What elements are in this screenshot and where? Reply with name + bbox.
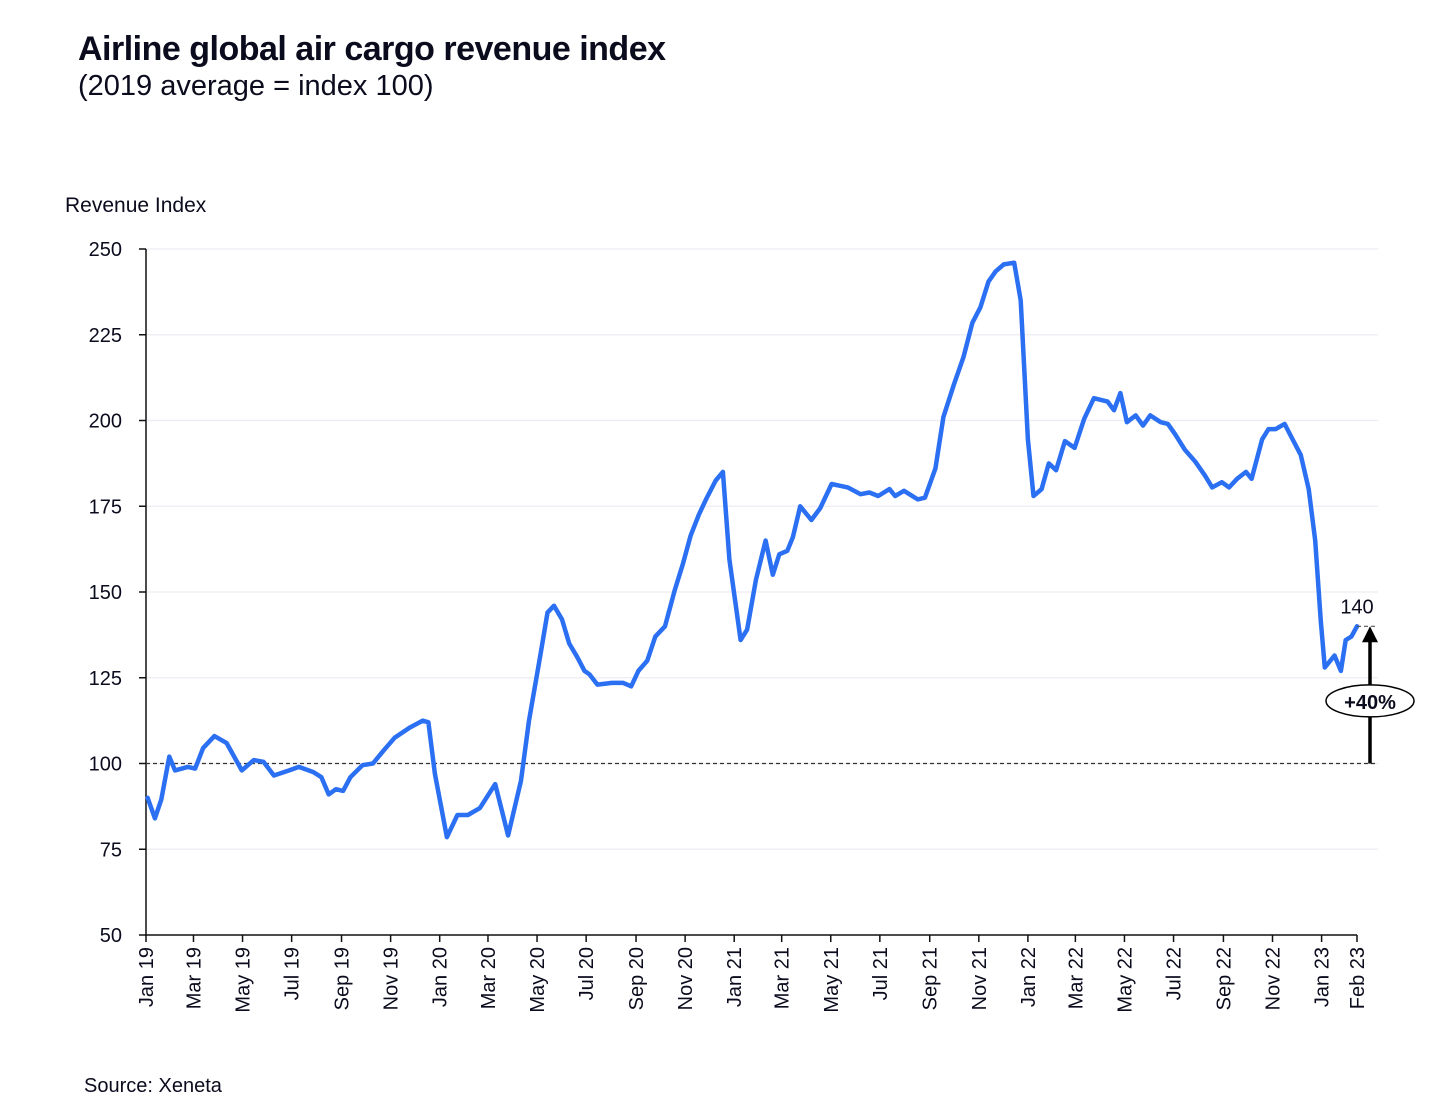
source-note: Source: Xeneta [84,1075,222,1097]
x-tick-label: Sep 21 [920,947,942,1010]
x-tick-label: Nov 19 [381,947,403,1010]
y-tick-label: 200 [89,411,122,433]
x-tick-label: May 22 [1114,947,1136,1013]
x-tick-label: Sep 20 [626,947,648,1010]
x-tick-label: Nov 21 [969,947,991,1010]
x-tick-label: Jan 19 [136,947,158,1007]
x-tick-label: Mar 19 [183,947,205,1009]
end-value-label: 140 [1340,596,1373,618]
x-tick-label: Sep 19 [332,947,354,1010]
x-tick-label: Nov 22 [1263,947,1285,1010]
arrow-up-icon [1362,626,1378,643]
x-tick-label: Jul 20 [576,947,598,1000]
x-tick-label: May 20 [527,947,549,1013]
x-tick-label: Jul 21 [870,947,892,1000]
x-tick-label: Jul 22 [1164,947,1186,1000]
chart-title: Airline global air cargo revenue index [78,30,666,68]
x-tick-label: May 19 [233,947,255,1013]
y-tick-label: 75 [100,839,122,861]
y-tick-label: 250 [89,239,122,261]
x-tick-label: Nov 20 [675,947,697,1010]
x-tick-label: May 21 [821,947,843,1013]
x-tick-label: Jan 22 [1018,947,1040,1007]
y-tick-label: 100 [89,754,122,776]
y-tick-label: 175 [89,496,122,518]
x-tick-label: Mar 21 [772,947,794,1009]
x-tick-label: Mar 20 [478,947,500,1009]
x-tick-label: Feb 23 [1347,947,1369,1009]
change-badge [1325,684,1415,718]
x-tick-label: Jan 21 [724,947,746,1007]
change-label: +40% [1344,692,1396,714]
x-tick-label: Sep 22 [1213,947,1235,1010]
y-tick-label: 225 [89,325,122,347]
revenue-index-line [145,260,1360,840]
x-tick-label: Jan 20 [430,947,452,1007]
y-tick-label: 150 [89,582,122,604]
y-tick-label: 50 [100,925,122,947]
chart-subtitle: (2019 average = index 100) [78,70,434,102]
x-tick-label: Jul 19 [282,947,304,1000]
y-axis-label: Revenue Index [65,194,207,217]
x-tick-label: Jan 23 [1312,947,1334,1007]
x-tick-label: Mar 22 [1065,947,1087,1009]
y-tick-label: 125 [89,668,122,690]
